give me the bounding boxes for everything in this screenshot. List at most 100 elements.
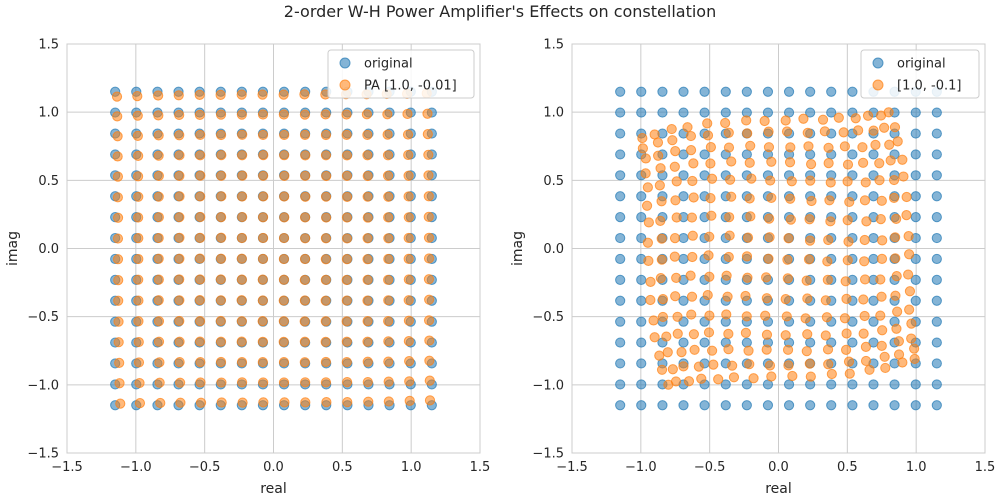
legend: original PA [1.0, -0.01] xyxy=(327,49,475,99)
data-point-pa xyxy=(300,377,311,388)
data-point-pa xyxy=(215,356,227,368)
legend-marker-original xyxy=(872,57,884,69)
data-point-pa xyxy=(642,182,653,193)
data-point-pa xyxy=(825,216,836,227)
data-point-pa xyxy=(236,253,247,264)
data-point-original xyxy=(636,316,647,327)
data-point-pa xyxy=(299,274,310,286)
data-point-pa xyxy=(423,191,434,202)
data-point-original xyxy=(678,232,689,244)
data-point-pa xyxy=(279,397,290,408)
data-point-pa xyxy=(403,295,414,306)
data-point-pa xyxy=(215,253,227,264)
data-point-pa xyxy=(342,377,353,388)
data-point-pa xyxy=(682,122,693,133)
data-point-pa xyxy=(876,340,887,351)
data-point-original xyxy=(910,379,921,390)
x-axis-label: real xyxy=(765,481,792,497)
data-point-pa xyxy=(906,333,917,344)
data-point-original xyxy=(741,149,752,160)
data-point-pa xyxy=(890,232,901,243)
chart-panel-1: −1.5 −1.0 −0.5 0.0 0.5 1.0 1.5 −1.5 −1.0 −0.5 0.0 0… xyxy=(5,38,490,498)
data-point-pa xyxy=(876,195,887,206)
data-point-original xyxy=(931,400,942,411)
data-point-pa xyxy=(859,256,870,267)
x-tick-label: −1.5 xyxy=(556,460,588,475)
chart-panel-2: −1.5 −1.0 −0.5 0.0 0.5 1.0 1.5 −1.5 −1.0 −0.5 0.0 0… xyxy=(510,38,995,498)
legend-label-pa: [1.0, -0.1] xyxy=(897,79,961,94)
data-point-original xyxy=(720,86,731,97)
data-point-pa xyxy=(760,310,771,321)
data-point-pa xyxy=(649,129,660,140)
data-point-original xyxy=(636,86,647,97)
data-point-pa xyxy=(702,118,713,129)
data-point-pa xyxy=(341,212,353,223)
data-point-pa xyxy=(195,129,206,141)
data-point-pa xyxy=(839,141,850,152)
data-point-pa xyxy=(696,373,707,384)
y-tick-label: 0.5 xyxy=(38,174,59,189)
data-point-pa xyxy=(860,341,872,353)
data-point-pa xyxy=(257,356,268,368)
data-point-pa xyxy=(195,357,206,368)
data-point-original xyxy=(826,107,837,118)
data-point-pa xyxy=(341,254,353,265)
data-point-pa xyxy=(278,253,289,265)
y-tick-label: −1.5 xyxy=(532,447,564,462)
data-point-pa xyxy=(884,139,895,150)
data-point-pa xyxy=(656,196,667,207)
data-point-pa xyxy=(780,115,791,126)
data-point-pa xyxy=(722,291,733,302)
data-point-original xyxy=(910,149,921,160)
y-tick-label: 0.0 xyxy=(543,242,564,257)
data-point-pa xyxy=(876,253,888,264)
data-point-pa xyxy=(740,290,751,302)
data-point-original xyxy=(636,274,647,285)
data-point-pa xyxy=(154,377,165,388)
data-point-original xyxy=(657,400,668,411)
data-point-original xyxy=(615,191,626,202)
data-point-original xyxy=(636,212,647,223)
data-point-original xyxy=(741,400,752,411)
data-point-pa xyxy=(763,126,774,137)
data-point-original xyxy=(847,400,858,411)
data-point-pa xyxy=(114,357,125,368)
data-point-pa xyxy=(766,156,777,167)
data-point-pa xyxy=(236,295,247,306)
data-point-pa xyxy=(423,149,434,160)
data-point-pa xyxy=(782,273,793,284)
x-axis-label: real xyxy=(260,481,287,497)
data-point-pa xyxy=(861,216,872,227)
data-point-pa xyxy=(803,254,815,265)
data-point-pa xyxy=(671,212,682,223)
data-point-pa xyxy=(424,375,435,386)
data-point-pa xyxy=(320,316,331,327)
data-point-pa xyxy=(174,295,185,306)
x-tick-label: 1.0 xyxy=(401,460,422,475)
data-point-pa xyxy=(236,109,247,120)
data-point-pa xyxy=(821,312,833,323)
data-point-pa xyxy=(299,295,310,306)
data-point-original xyxy=(868,149,879,160)
data-point-pa xyxy=(112,254,124,265)
axes-frame xyxy=(571,43,986,454)
data-point-pa xyxy=(688,158,699,169)
data-point-original xyxy=(889,400,900,411)
data-point-original xyxy=(615,232,626,244)
data-point-pa xyxy=(825,177,836,188)
data-point-pa xyxy=(875,310,886,321)
data-point-original xyxy=(868,253,879,265)
data-point-pa xyxy=(236,232,248,244)
data-point-pa xyxy=(868,125,879,136)
data-point-pa xyxy=(299,316,310,327)
data-point-pa xyxy=(686,309,697,320)
data-point-pa xyxy=(817,114,829,125)
data-point-original xyxy=(847,86,858,97)
data-point-pa xyxy=(278,274,290,285)
data-point-original xyxy=(931,212,942,223)
data-point-pa xyxy=(909,343,920,354)
legend-marker-pa xyxy=(872,79,884,91)
data-point-pa xyxy=(655,215,666,227)
data-point-original xyxy=(783,86,795,97)
data-point-pa xyxy=(194,232,206,243)
